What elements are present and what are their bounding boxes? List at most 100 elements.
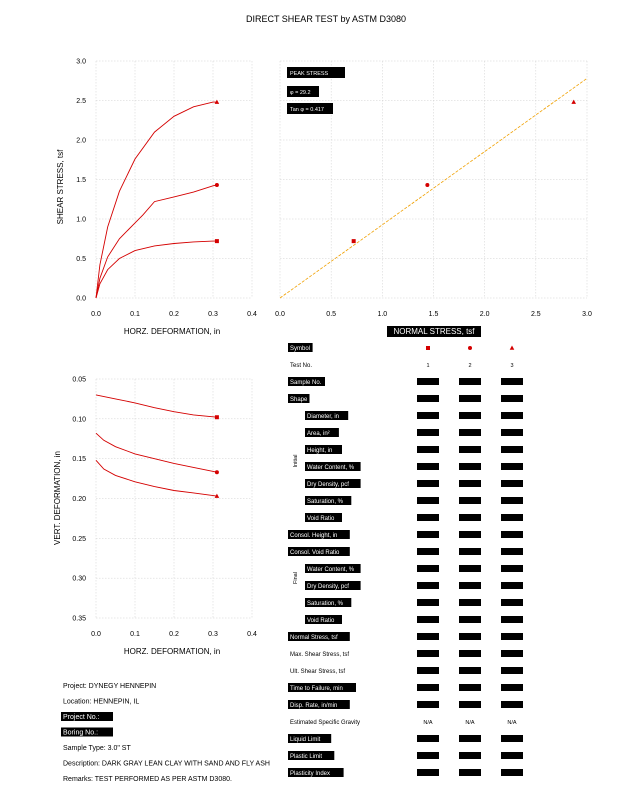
table-cell: N/A bbox=[465, 720, 475, 726]
table-row-label: Sample No. bbox=[290, 380, 322, 386]
table-cell-bg bbox=[501, 633, 523, 640]
results-table: Symbol Test No. 1 2 3 Sample No. Shape Diameter… bbox=[288, 343, 523, 777]
table-row-label: Void Ratio bbox=[307, 516, 335, 522]
table-symbol-square-marker bbox=[426, 346, 430, 350]
table-row-label: Area, in² bbox=[307, 431, 330, 437]
table-cell-bg bbox=[459, 565, 481, 572]
project-line: Boring No.: bbox=[63, 730, 98, 737]
table-cell-bg bbox=[417, 412, 439, 419]
table-row-label: Diameter, in bbox=[307, 414, 339, 420]
normal-x-axis-label: NORMAL STRESS, tsf bbox=[393, 327, 475, 336]
table-cell-bg bbox=[459, 633, 481, 640]
table-cell-bg bbox=[501, 701, 523, 708]
table-cell-bg bbox=[501, 395, 523, 402]
table-row-label-bg bbox=[305, 462, 361, 471]
vert-x-tick: 0.2 bbox=[169, 631, 179, 638]
shear-x-axis-label: HORZ. DEFORMATION, in bbox=[124, 327, 220, 336]
normal-x-label-bg bbox=[387, 326, 481, 337]
table-cell-bg bbox=[501, 616, 523, 623]
shear-y-tick: 2.0 bbox=[76, 138, 86, 145]
table-cell-bg bbox=[459, 497, 481, 504]
table-cell-bg bbox=[459, 599, 481, 606]
vert-y-axis-label: VERT. DEFORMATION, in bbox=[53, 451, 62, 545]
table-cell: 2 bbox=[468, 363, 471, 369]
table-row-label: Water Content, % bbox=[307, 567, 355, 573]
table-cell-bg bbox=[417, 446, 439, 453]
table-row-label-bg bbox=[288, 768, 344, 777]
table-cell-bg bbox=[501, 497, 523, 504]
vert-y-tick: 0.35 bbox=[72, 616, 86, 623]
table-cell-bg bbox=[501, 565, 523, 572]
shear-y-tick: 1.0 bbox=[76, 217, 86, 224]
table-row-label: Estimated Specific Gravity bbox=[290, 720, 360, 726]
table-cell-bg bbox=[459, 752, 481, 759]
table-cell-bg bbox=[459, 582, 481, 589]
normal-x-tick: 2.0 bbox=[480, 311, 490, 318]
shear-y-tick: 0.5 bbox=[76, 256, 86, 263]
table-row-label: Void Ratio bbox=[307, 618, 335, 624]
phi-bg bbox=[287, 86, 319, 97]
table-cell-bg bbox=[417, 480, 439, 487]
table-row-label: Consol. Height, in bbox=[290, 533, 337, 539]
peak-stress-bg bbox=[287, 67, 345, 78]
shear-end-square-marker bbox=[214, 239, 219, 244]
table-cell-bg bbox=[417, 497, 439, 504]
table-symbol-triangle-marker bbox=[509, 345, 515, 350]
vert-end-triangle-marker bbox=[214, 493, 220, 498]
table-cell-bg bbox=[417, 463, 439, 470]
shear-curve-circle bbox=[95, 184, 217, 299]
table-row-label: Saturation, % bbox=[307, 601, 344, 607]
table-cell-bg bbox=[501, 582, 523, 589]
shear-y-tick: 0.0 bbox=[76, 296, 86, 303]
shear-y-tick: 2.5 bbox=[76, 98, 86, 105]
table-row-label-bg bbox=[288, 683, 356, 692]
project-info: Project: DYNEGY HENNEPIN Location: HENNEP… bbox=[61, 683, 270, 783]
shear-y-tick: 1.5 bbox=[76, 177, 86, 184]
table-cell-bg bbox=[501, 650, 523, 657]
table-cell-bg bbox=[417, 667, 439, 674]
vert-end-square-marker bbox=[214, 415, 219, 420]
table-row-label-bg bbox=[305, 479, 361, 488]
shear-x-tick: 0.3 bbox=[208, 311, 218, 318]
table-row-label-bg bbox=[305, 496, 352, 505]
shear-end-triangle-marker bbox=[214, 99, 220, 104]
vert-x-axis-label: HORZ. DEFORMATION, in bbox=[124, 647, 220, 656]
table-cell-bg bbox=[417, 684, 439, 691]
table-row-label: Dry Density, pcf bbox=[307, 584, 349, 590]
table-cell-bg bbox=[417, 616, 439, 623]
final-group-label: Final bbox=[293, 572, 299, 584]
table-row-label-bg bbox=[288, 530, 350, 539]
vert-y-tick: 0.05 bbox=[72, 377, 86, 384]
table-row-label: Plastic Limit bbox=[290, 754, 322, 760]
table-cell-bg bbox=[459, 684, 481, 691]
shear-x-tick: 0.4 bbox=[247, 311, 257, 318]
vert-y-tick: 0.25 bbox=[72, 536, 86, 543]
table-row-label-bg bbox=[288, 751, 335, 760]
table-row-label: Height, in bbox=[307, 448, 332, 454]
project-line: Project No.: bbox=[63, 714, 100, 721]
table-cell-bg bbox=[417, 565, 439, 572]
table-cell-bg bbox=[501, 735, 523, 742]
project-line-bg bbox=[61, 712, 113, 721]
table-row-label: Time to Failure, min bbox=[290, 686, 343, 692]
table-cell-bg bbox=[417, 650, 439, 657]
initial-group-label: Initial bbox=[293, 455, 299, 468]
table-cell-bg bbox=[417, 633, 439, 640]
vert-curve-square bbox=[95, 394, 217, 418]
normal-point-circle-marker bbox=[425, 183, 430, 188]
table-row-label-bg bbox=[305, 564, 361, 573]
table-cell-bg bbox=[459, 463, 481, 470]
table-row-label-bg bbox=[288, 377, 325, 386]
table-cell-bg bbox=[417, 735, 439, 742]
table-row-label: Normal Stress, tsf bbox=[290, 635, 338, 641]
vert-end-circle-marker bbox=[214, 470, 219, 475]
table-row-label-bg bbox=[288, 700, 350, 709]
vert-y-tick: 0.10 bbox=[72, 416, 86, 423]
table-cell-bg bbox=[417, 395, 439, 402]
project-line: Project: DYNEGY HENNEPIN bbox=[63, 683, 156, 690]
table-cell-bg bbox=[417, 378, 439, 385]
shear-x-tick: 0.2 bbox=[169, 311, 179, 318]
normal-x-tick: 2.5 bbox=[531, 311, 541, 318]
table-cell-bg bbox=[501, 463, 523, 470]
